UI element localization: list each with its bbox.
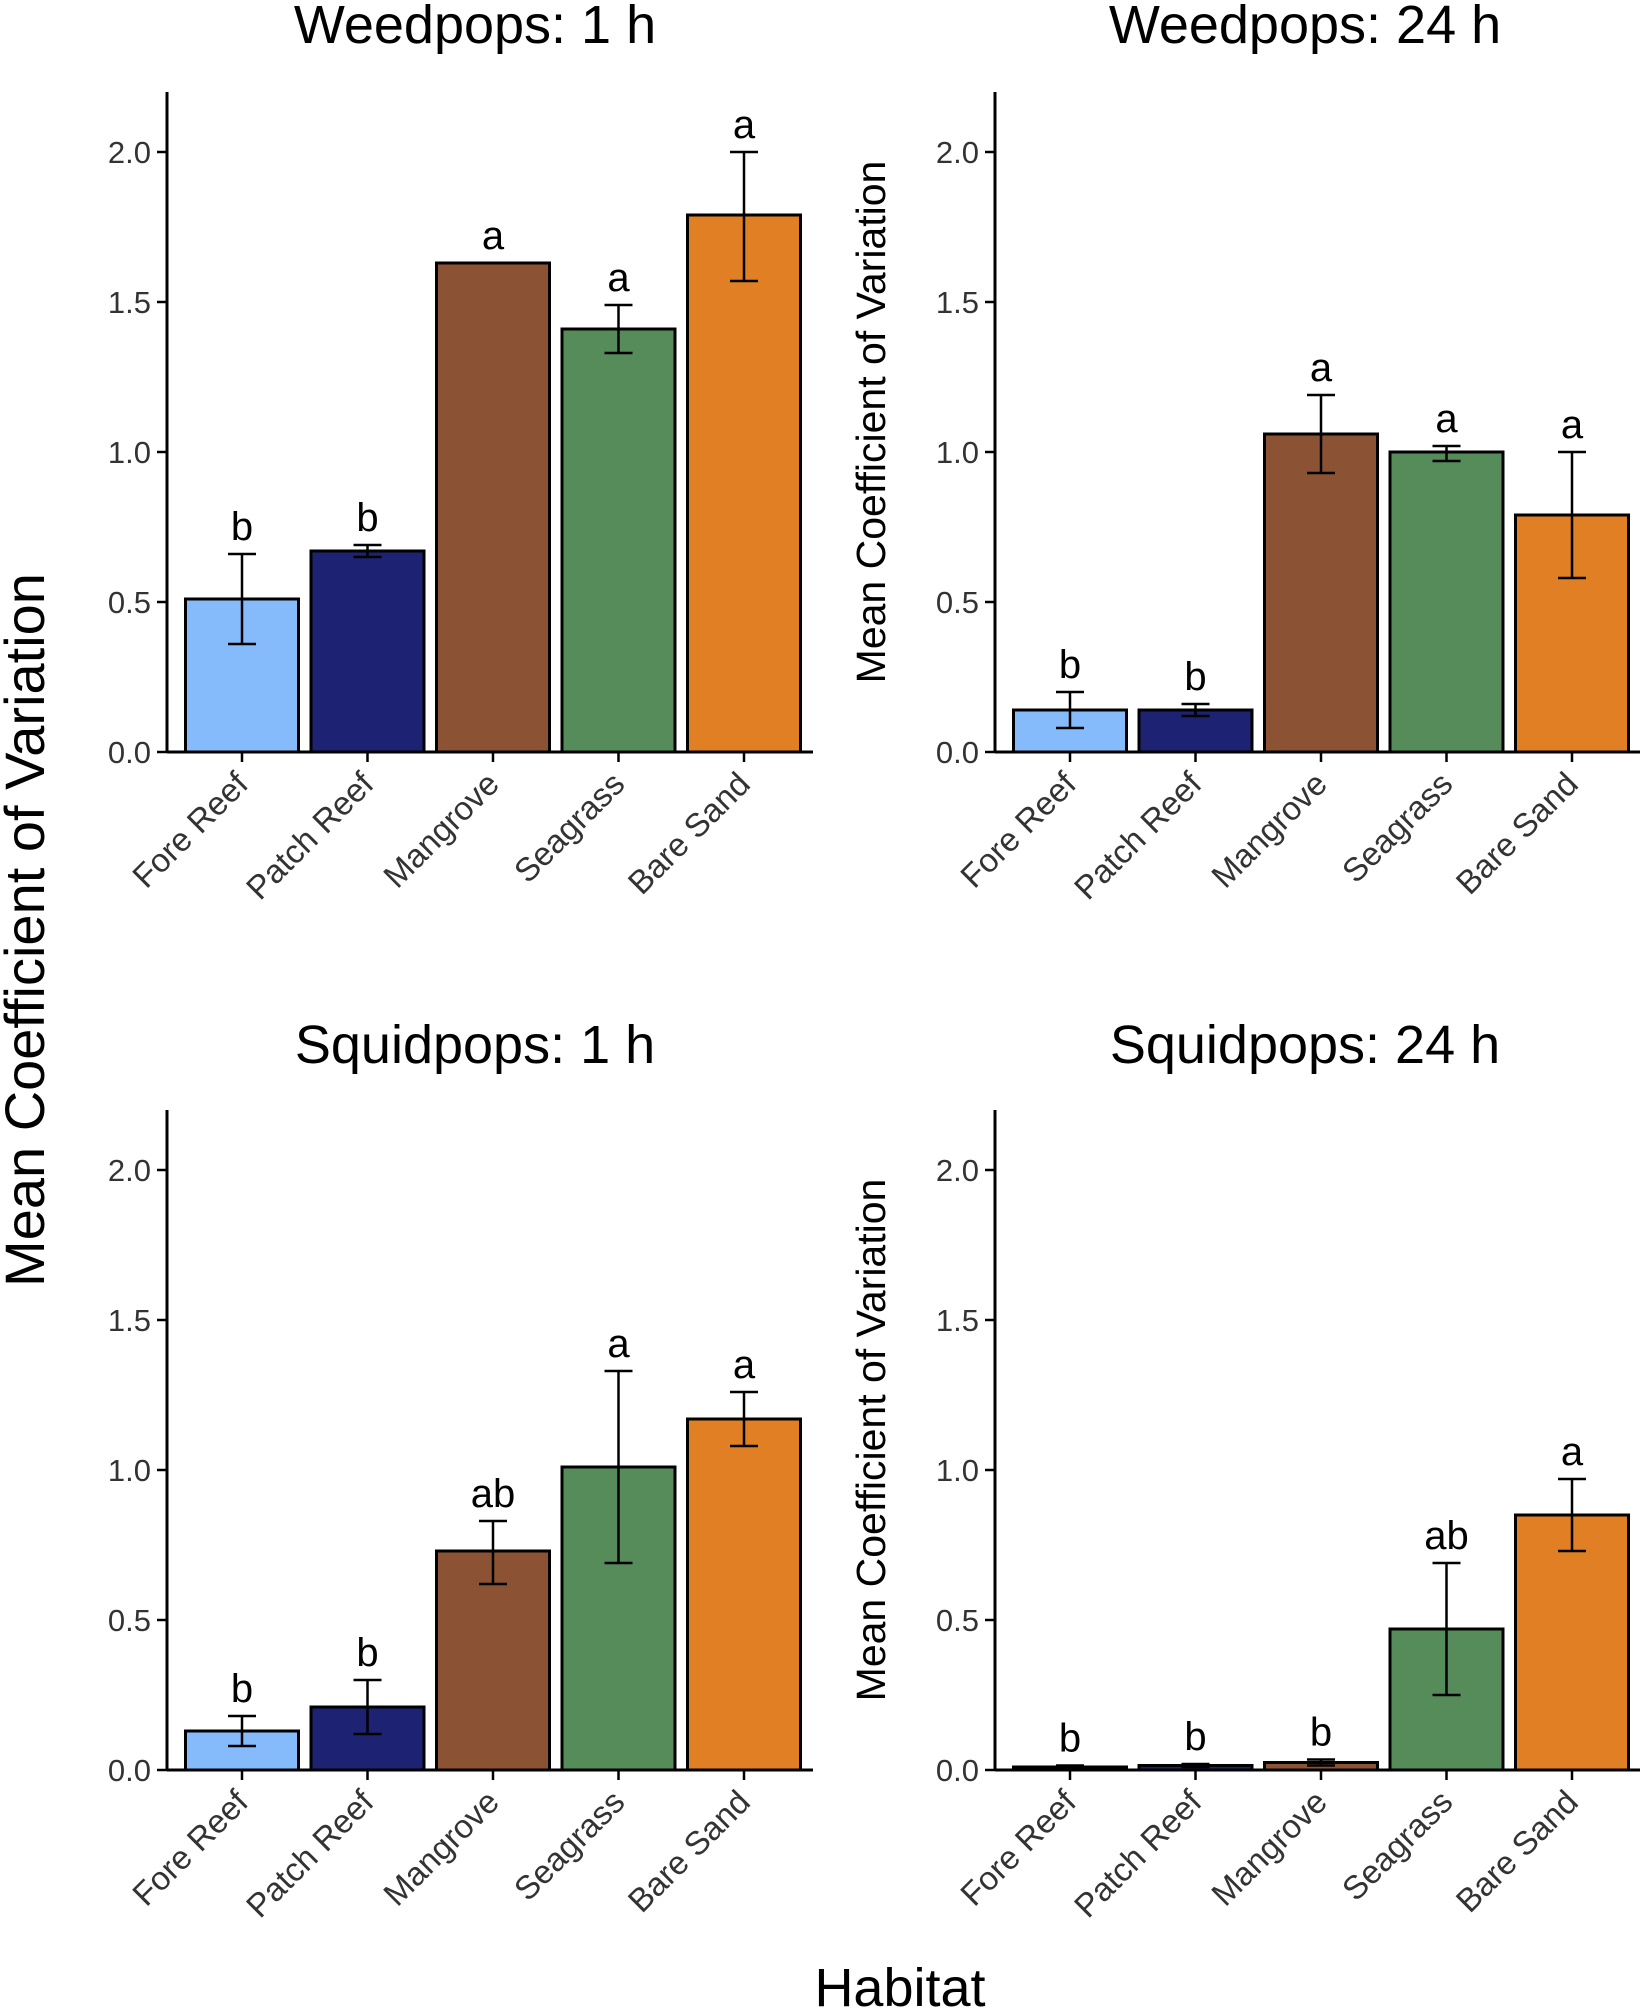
significance-letter: b — [1059, 643, 1081, 687]
bar-bare-sand — [686, 1417, 802, 1772]
y-tick-label: 2.0 — [936, 135, 979, 170]
bar-bare-sand — [1514, 1513, 1630, 1772]
panel-squidpops-1-h: Squidpops: 1 h 0.0 0.5 1.0 1.5 2.0 b Fore Reef b… — [108, 1015, 813, 1924]
x-tick-label: Fore Reef — [125, 764, 256, 895]
y-tick-label: 0.5 — [936, 585, 979, 620]
significance-letter: a — [733, 103, 756, 147]
x-tick-label: Mangrove — [1204, 765, 1334, 895]
y-tick-label: 0.0 — [108, 735, 151, 770]
panel-weedpops-1-h: Weedpops: 1 h 0.0 0.5 1.0 1.5 2.0 b Fore Reef b P… — [108, 0, 813, 906]
panel-title: Weedpops: 24 h — [1109, 0, 1501, 55]
x-tick-label: Fore Reef — [125, 1782, 256, 1913]
x-tick-label: Mangrove — [376, 765, 506, 895]
y-tick-label: 1.0 — [108, 435, 151, 470]
x-tick-label: Mangrove — [1204, 1783, 1334, 1913]
shared-x-axis-label: Habitat — [814, 1958, 985, 2016]
x-tick-label: Seagrass — [1335, 1783, 1460, 1908]
y-tick-label: 0.5 — [936, 1603, 979, 1638]
x-tick-label: Seagrass — [507, 765, 632, 890]
shared-y-axis-label: Mean Coefficient of Variation — [0, 573, 56, 1287]
significance-letter: a — [607, 1322, 630, 1366]
y-tick-label: 0.0 — [936, 1753, 979, 1788]
panel-title: Weedpops: 1 h — [294, 0, 656, 55]
y-tick-label: 1.5 — [936, 1303, 979, 1338]
significance-letter: ab — [1424, 1514, 1469, 1558]
y-tick-label: 1.5 — [108, 1303, 151, 1338]
significance-letter: a — [482, 214, 505, 258]
bar-seagrass — [1388, 450, 1505, 754]
significance-letter: b — [356, 496, 378, 540]
significance-letter: b — [356, 1631, 378, 1675]
panel-y-axis-label: Mean Coefficient of Variation — [848, 161, 894, 684]
significance-letter: b — [1059, 1717, 1081, 1761]
x-tick-label: Seagrass — [507, 1783, 632, 1908]
y-tick-label: 1.0 — [936, 1453, 979, 1488]
bar-patch-reef — [309, 549, 426, 754]
significance-letter: b — [1310, 1711, 1332, 1755]
x-tick-label: Bare Sand — [1449, 1783, 1585, 1919]
x-tick-label: Fore Reef — [953, 1782, 1084, 1913]
significance-letter: a — [607, 256, 630, 300]
x-tick-label: Mangrove — [376, 1783, 506, 1913]
y-tick-label: 2.0 — [108, 135, 151, 170]
bar-mangrove — [435, 1549, 551, 1772]
significance-letter: a — [1561, 403, 1584, 447]
bar-bare-sand — [686, 213, 802, 754]
panel-title: Squidpops: 24 h — [1110, 1015, 1500, 1075]
y-tick-label: 0.5 — [108, 585, 151, 620]
y-tick-label: 1.0 — [108, 1453, 151, 1488]
panel-title: Squidpops: 1 h — [295, 1015, 655, 1075]
y-tick-label: 0.0 — [936, 735, 979, 770]
x-tick-label: Seagrass — [1335, 765, 1460, 890]
y-tick-label: 2.0 — [108, 1153, 151, 1188]
x-tick-label: Patch Reef — [1067, 764, 1209, 906]
bar-seagrass — [560, 327, 677, 754]
significance-letter: a — [1435, 397, 1458, 441]
x-tick-label: Fore Reef — [953, 764, 1084, 895]
y-tick-label: 1.5 — [936, 285, 979, 320]
panel-squidpops-24-h: Squidpops: 24 h 0.0 0.5 1.0 1.5 2.0 b Fore Reef… — [848, 1015, 1640, 1924]
bar-mangrove — [1263, 432, 1379, 754]
x-tick-label: Patch Reef — [239, 764, 381, 906]
y-tick-label: 1.5 — [108, 285, 151, 320]
y-tick-label: 0.5 — [108, 1603, 151, 1638]
significance-letter: b — [231, 1667, 253, 1711]
significance-letter: b — [1184, 1715, 1206, 1759]
panel-weedpops-24-h: Weedpops: 24 h 0.0 0.5 1.0 1.5 2.0 b Fore Reef b… — [848, 0, 1640, 906]
significance-letter: a — [1561, 1430, 1584, 1474]
significance-letter: b — [231, 505, 253, 549]
significance-letter: a — [1310, 346, 1333, 390]
x-tick-label: Bare Sand — [621, 765, 757, 901]
x-tick-label: Patch Reef — [239, 1782, 381, 1924]
y-tick-label: 0.0 — [108, 1753, 151, 1788]
panel-y-axis-label: Mean Coefficient of Variation — [848, 1179, 894, 1702]
y-tick-label: 1.0 — [936, 435, 979, 470]
x-tick-label: Patch Reef — [1067, 1782, 1209, 1924]
significance-letter: ab — [471, 1472, 516, 1516]
significance-letter: a — [733, 1343, 756, 1387]
x-tick-label: Bare Sand — [1449, 765, 1585, 901]
bar-mangrove — [435, 261, 551, 754]
x-tick-label: Bare Sand — [621, 1783, 757, 1919]
y-tick-label: 2.0 — [936, 1153, 979, 1188]
significance-letter: b — [1184, 655, 1206, 699]
